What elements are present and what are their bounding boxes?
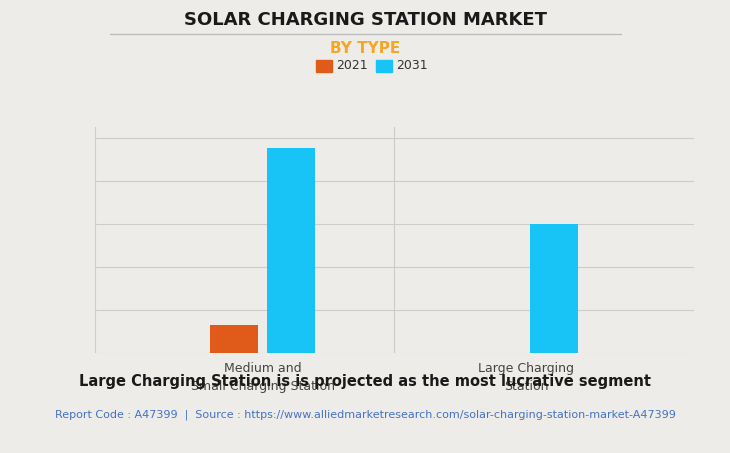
Text: Report Code : A47399  |  Source : https://www.alliedmarketresearch.com/solar-cha: Report Code : A47399 | Source : https://… <box>55 410 675 420</box>
Text: 2031: 2031 <box>396 59 427 72</box>
Bar <box>531 224 578 353</box>
Text: BY TYPE: BY TYPE <box>330 41 400 56</box>
Text: Large Charging Station is is projected as the most lucrative segment: Large Charging Station is is projected a… <box>79 374 651 389</box>
Text: 2021: 2021 <box>336 59 367 72</box>
Bar <box>267 149 315 353</box>
Text: SOLAR CHARGING STATION MARKET: SOLAR CHARGING STATION MARKET <box>183 11 547 29</box>
Bar <box>210 325 258 353</box>
